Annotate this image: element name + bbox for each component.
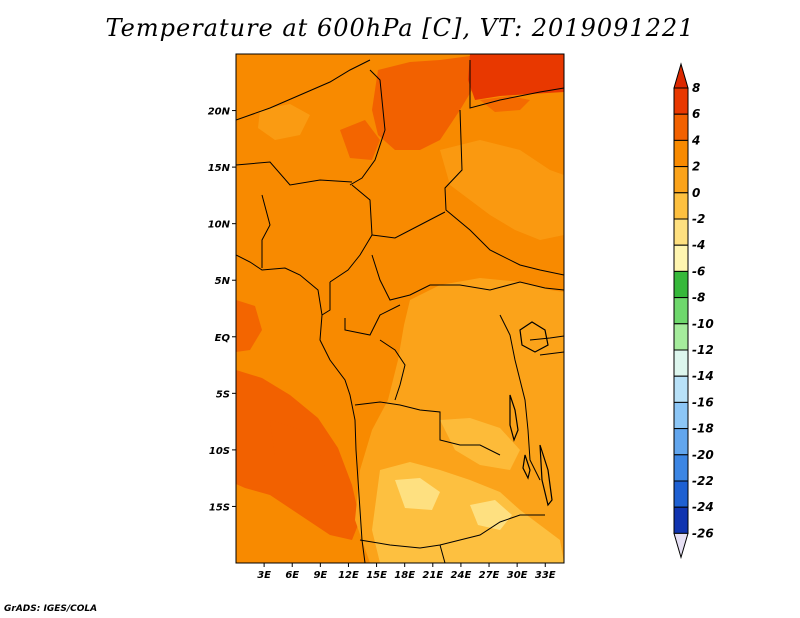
lon-tick-label: 3E (257, 570, 271, 581)
field-minus4-to-minus2-patch-2 (470, 500, 512, 530)
colorbar-swatch (673, 244, 689, 272)
colorbar-swatch (673, 192, 689, 220)
field-6-to-8-northeast (468, 54, 564, 100)
lat-tick-label: 10S (209, 446, 230, 457)
lat-tick-label: 15S (209, 502, 230, 513)
colorbar-level-label: -18 (692, 422, 714, 436)
lat-tick-label: 15N (208, 163, 231, 174)
great-lakes (509, 321, 553, 507)
field-minus2-to-0-katanga (440, 418, 520, 470)
field-4-to-6-atlantic-inner (270, 420, 330, 495)
lon-tick-label: 15E (366, 570, 387, 581)
colorbar-swatch (673, 454, 689, 482)
colorbar-level-label: 8 (692, 81, 700, 95)
lat-tick-label: 10N (208, 220, 231, 231)
colorbar-level-label: 4 (691, 133, 700, 147)
colorbar-level-label: -6 (692, 264, 705, 278)
lon-tick-label: 9E (313, 570, 327, 581)
country-borders (236, 59, 564, 563)
colorbar-swatch (673, 428, 689, 456)
latitude-ticks: 20N 15N 10N 5N EQ 5S 10S 15S (208, 107, 236, 513)
credit-label: GrADS: IGES/COLA (4, 604, 98, 614)
colorbar-swatch (673, 349, 689, 377)
field-minus4-to-minus2-patch (395, 478, 440, 510)
colorbar-swatch (673, 323, 689, 351)
lon-tick-label: 18E (394, 570, 415, 581)
colorbar-level-label: -2 (692, 212, 705, 226)
field-4-to-6-sahara-east (480, 96, 530, 112)
colorbar-swatch (673, 87, 689, 115)
colorbar-swatch (673, 375, 689, 403)
lon-tick-label: 12E (338, 570, 359, 581)
lat-tick-label: EQ (215, 333, 231, 344)
field-0-to-2-sahel (258, 104, 310, 140)
field-0-to-2-sudan (440, 140, 564, 240)
colorbar-top-arrow (673, 62, 689, 89)
field-4-to-6-sahara (372, 56, 478, 150)
colorbar-swatch (673, 480, 689, 508)
colorbar-level-label: -16 (692, 395, 714, 409)
lon-tick-label: 6E (285, 570, 299, 581)
colorbar-level-label: -8 (692, 291, 705, 305)
lon-tick-label: 33E (535, 570, 556, 581)
map-frame (235, 53, 565, 564)
colorbar-level-label: -26 (692, 526, 714, 540)
colorbar-swatch (673, 113, 689, 141)
lat-tick-label: 20N (208, 107, 231, 118)
colorbar-level-label: -22 (692, 474, 714, 488)
colorbar: 8 6 4 2 0 -2 -4 -6 -8 -10 -12 -14 -16 -18 -20 -22 -24 -26 (673, 62, 714, 560)
lon-tick-label: 24E (451, 570, 472, 581)
colorbar-level-label: -20 (692, 448, 714, 462)
lat-tick-label: 5S (216, 389, 230, 400)
lon-tick-label: 27E (479, 570, 500, 581)
colorbar-bottom-arrow (673, 532, 689, 560)
colorbar-swatch (673, 166, 689, 194)
colorbar-swatch (673, 297, 689, 325)
lon-tick-label: 21E (422, 570, 443, 581)
colorbar-swatch (673, 218, 689, 246)
colorbar-swatch (673, 401, 689, 430)
colorbar-swatch (673, 139, 689, 168)
colorbar-level-label: -12 (692, 343, 714, 357)
temperature-field (236, 54, 564, 563)
colorbar-level-label: 6 (692, 107, 700, 121)
lat-tick-label: 5N (215, 276, 231, 287)
field-4-to-6-gulf (236, 300, 262, 352)
colorbar-level-label: 0 (692, 186, 700, 200)
lon-tick-label: 30E (507, 570, 528, 581)
colorbar-swatch (673, 506, 689, 534)
colorbar-swatch (673, 270, 689, 299)
map-title: Temperature at 600hPa [C], VT: 201909122… (105, 14, 695, 42)
colorbar-level-label: -4 (692, 238, 705, 252)
field-4-to-6-sahara-west (340, 120, 380, 160)
colorbar-level-label: -10 (692, 317, 714, 331)
colorbar-level-label: 2 (692, 160, 700, 174)
longitude-ticks: 3E 6E 9E 12E 15E 18E 21E 24E 27E 30E 33E (257, 563, 556, 581)
colorbar-level-label: -14 (692, 369, 714, 383)
colorbar-level-label: -24 (692, 500, 714, 514)
